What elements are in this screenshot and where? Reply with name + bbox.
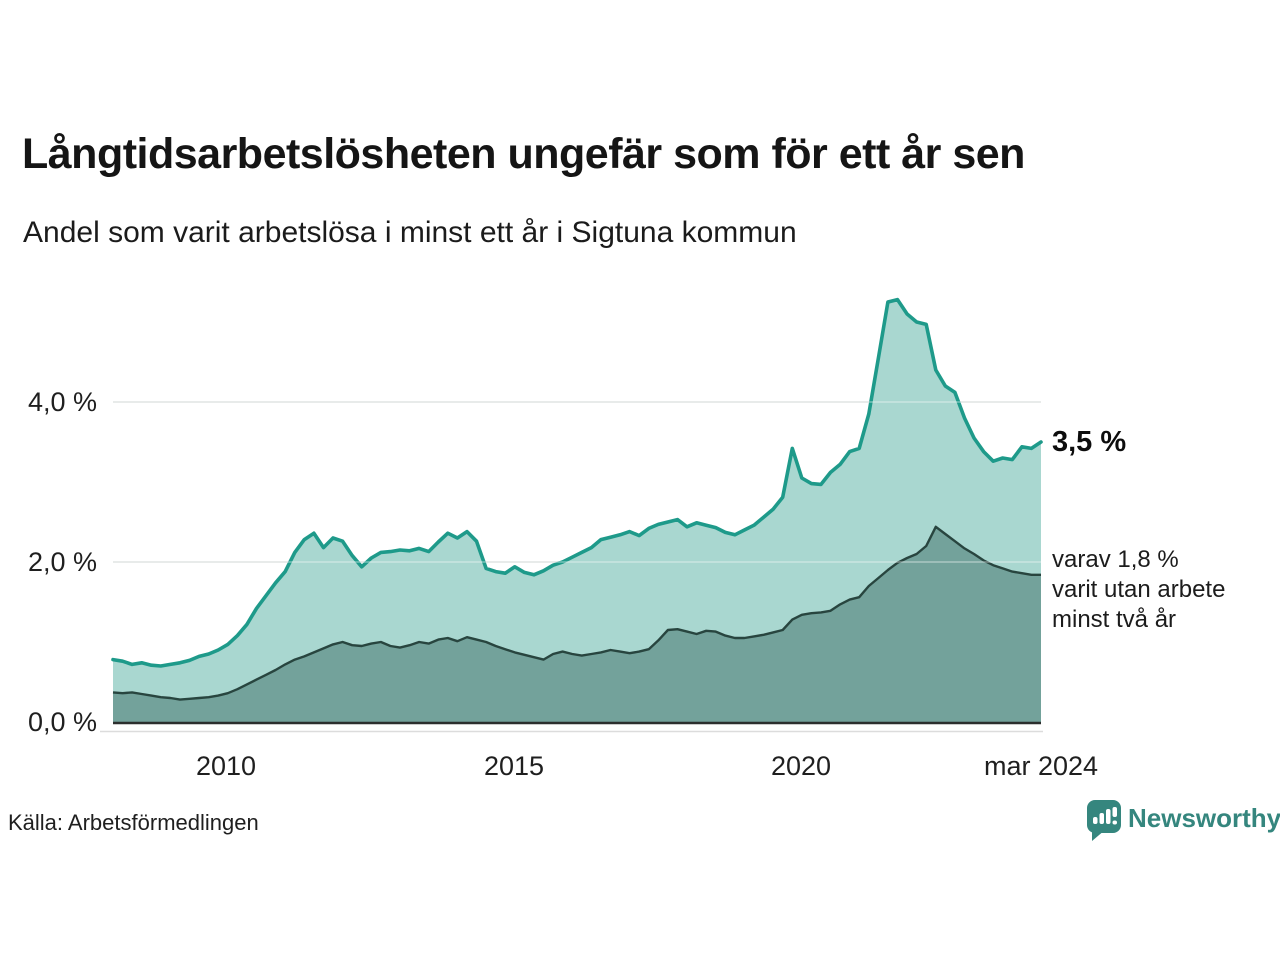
series-subset-line2: varit utan arbete bbox=[1052, 576, 1226, 603]
source-credit: Källa: Arbetsförmedlingen bbox=[8, 810, 259, 835]
y-axis-tick-0: 0,0 % bbox=[27, 707, 97, 737]
series-subset-line3: minst två år bbox=[1052, 606, 1177, 633]
page-title: Långtidsarbetslösheten ungefär som för e… bbox=[22, 130, 1025, 178]
series-total-value-label: 3,5 % bbox=[1052, 426, 1127, 458]
y-axis-tick-4: 4,0 % bbox=[27, 387, 97, 417]
x-axis-tick-mar-2024: mar 2024 bbox=[983, 751, 1099, 781]
series-subset-value-label: varav 1,8 % varit utan arbete minst två … bbox=[1052, 545, 1225, 635]
series-subset-line1: varav 1,8 % bbox=[1052, 546, 1179, 573]
x-axis-tick-2020: 2020 bbox=[770, 751, 832, 781]
page-subtitle: Andel som varit arbetslösa i minst ett å… bbox=[23, 216, 797, 249]
brand-name: Newsworthy bbox=[1128, 803, 1280, 833]
x-axis-tick-2015: 2015 bbox=[483, 751, 545, 781]
y-axis-tick-2: 2,0 % bbox=[27, 547, 97, 577]
x-axis-tick-2010: 2010 bbox=[195, 751, 257, 781]
newsworthy-bar-chart-bubble-icon bbox=[1087, 800, 1121, 841]
